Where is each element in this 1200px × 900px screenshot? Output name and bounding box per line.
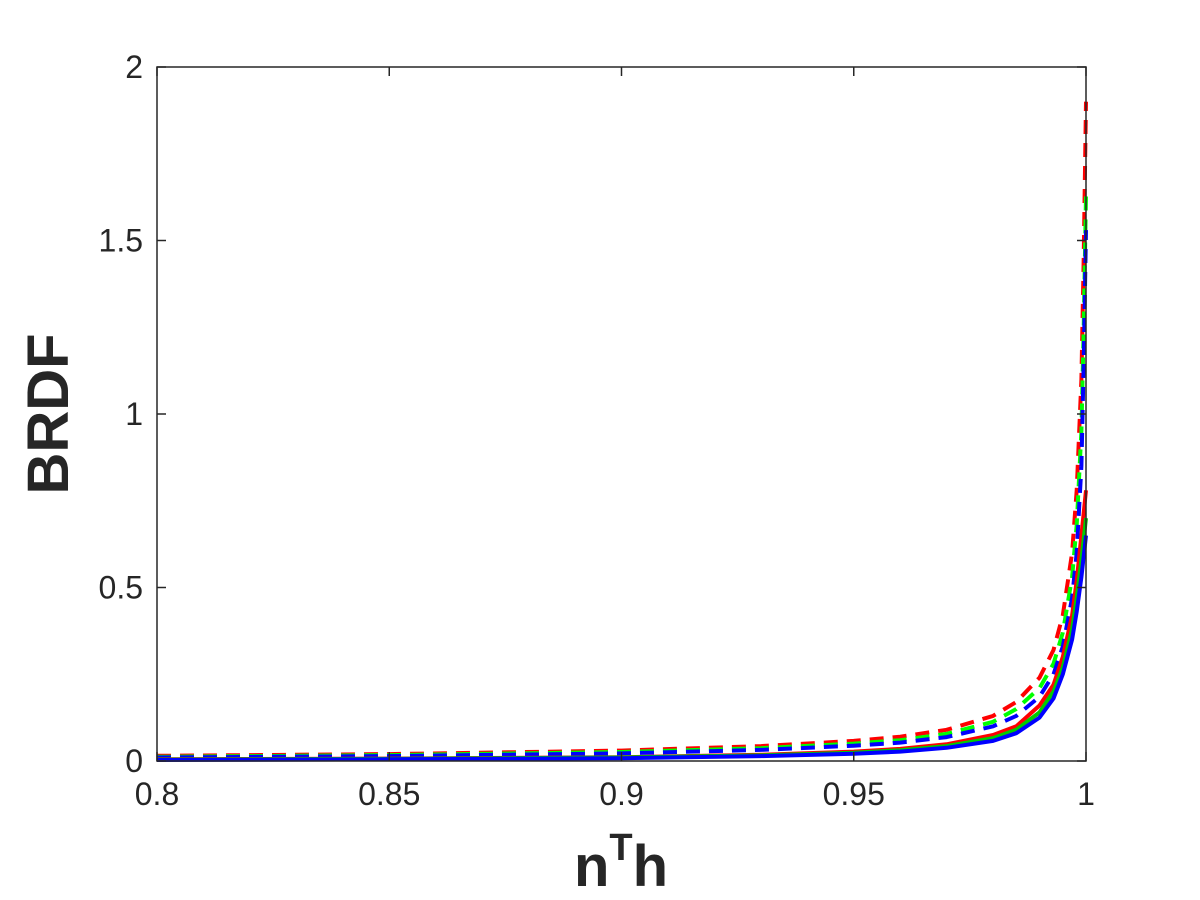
x-tick-label: 0.85	[358, 776, 420, 812]
x-axis-label-superscript: T	[609, 827, 632, 869]
y-tick-label: 1.5	[99, 223, 143, 259]
x-axis-label-base: n	[574, 834, 609, 899]
y-tick-label: 0	[125, 743, 143, 779]
x-tick-label: 1	[1077, 776, 1095, 812]
series-layer	[156, 101, 1088, 762]
y-tick-label: 2	[125, 49, 143, 85]
tick-layer: 0.8 0.85 0.9 0.95 1 0 0.5 1 1.5 2	[99, 49, 1095, 812]
x-tick-label: 0.8	[135, 776, 179, 812]
series-line-solid-3	[156, 535, 1088, 762]
series-line-dashed-3	[156, 230, 1088, 760]
x-axis-label-tail: h	[633, 834, 668, 899]
y-tick-label: 1	[125, 396, 143, 432]
y-axis-label: BRDF	[16, 333, 81, 494]
x-tick-label: 0.95	[823, 776, 885, 812]
y-tick-label: 0.5	[99, 570, 143, 606]
x-axis-label: nTh	[574, 827, 668, 899]
x-tick-label: 0.9	[599, 776, 643, 812]
